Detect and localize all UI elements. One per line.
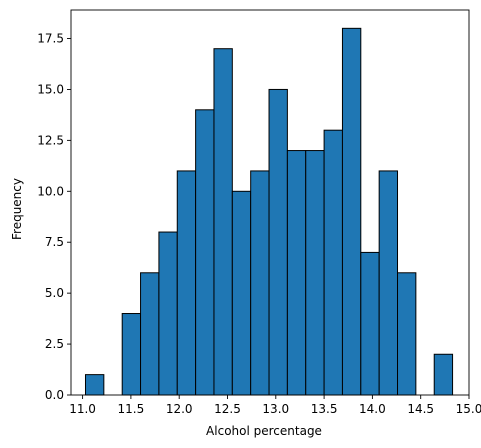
histogram-bar-16 xyxy=(378,170,399,396)
bars-layer xyxy=(84,27,454,396)
histogram-bar-8 xyxy=(231,190,252,396)
histogram-bar-3 xyxy=(140,272,160,396)
histogram-bar-4 xyxy=(158,231,178,396)
histogram-bar-14 xyxy=(341,27,362,396)
y-tick-label-4: 10.0 xyxy=(37,184,64,198)
x-tick-label-7: 14.5 xyxy=(407,402,434,416)
x-tick-label-5: 13.5 xyxy=(311,402,338,416)
x-tick-label-0: 11.0 xyxy=(69,402,96,416)
histogram-bar-7 xyxy=(213,48,233,396)
y-tick-label-1: 2.5 xyxy=(45,337,64,351)
x-tick-label-1: 11.5 xyxy=(118,402,145,416)
histogram-bar-11 xyxy=(286,150,307,396)
y-tick-label-0: 0.0 xyxy=(45,388,64,402)
histogram-bar-15 xyxy=(360,251,380,396)
x-tick-label-6: 14.0 xyxy=(359,402,386,416)
histogram-bar-12 xyxy=(305,150,325,396)
y-axis-label: Frequency xyxy=(10,178,24,240)
y-tick-label-2: 5.0 xyxy=(45,286,64,300)
y-tick-label-6: 15.0 xyxy=(37,82,64,96)
histogram-bar-6 xyxy=(195,109,215,396)
histogram-bar-17 xyxy=(397,272,417,396)
y-tick-label-7: 17.5 xyxy=(37,32,64,46)
x-axis-label: Alcohol percentage xyxy=(206,424,322,438)
histogram-bar-10 xyxy=(268,88,288,396)
histogram-bar-2 xyxy=(121,313,142,396)
histogram-bar-19 xyxy=(433,353,454,396)
histogram-bar-13 xyxy=(323,129,343,396)
histogram-bar-0 xyxy=(84,374,105,396)
x-tick-label-4: 13.0 xyxy=(262,402,289,416)
y-tick-label-3: 7.5 xyxy=(45,235,64,249)
x-tick-label-3: 12.5 xyxy=(214,402,241,416)
x-tick-label-8: 15.0 xyxy=(456,402,481,416)
x-tick-label-2: 12.0 xyxy=(166,402,193,416)
histogram-bar-5 xyxy=(176,170,197,396)
histogram-bar-9 xyxy=(250,170,270,396)
y-tick-label-5: 12.5 xyxy=(37,133,64,147)
axes-layer: 11.0 11.5 12.0 12.5 13.0 13.5 14.0 14.5 15.0 0.0 2… xyxy=(37,9,481,416)
plot-frame xyxy=(70,9,470,396)
